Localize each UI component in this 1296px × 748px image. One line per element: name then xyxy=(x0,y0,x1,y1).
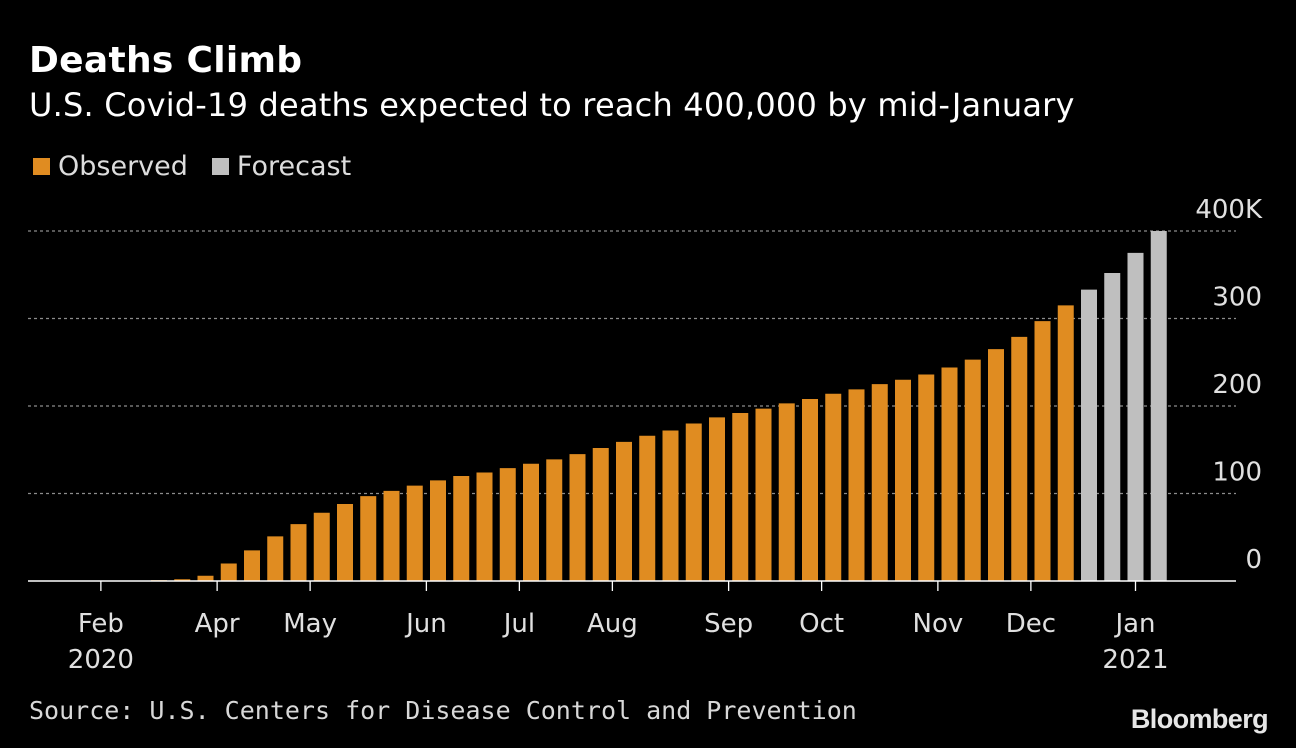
forecast-swatch xyxy=(211,158,229,175)
chart-subtitle: U.S. Covid-19 deaths expected to reach 4… xyxy=(29,86,1075,124)
observed-bar xyxy=(1057,305,1074,581)
legend-item-observed: Observed xyxy=(33,151,188,182)
forecast-bar xyxy=(1081,289,1097,581)
observed-bar xyxy=(313,512,330,581)
observed-bar xyxy=(685,423,702,581)
observed-bar xyxy=(709,417,725,581)
x-tick-label: Sep xyxy=(704,609,753,639)
observed-bar xyxy=(778,403,795,581)
observed-bar xyxy=(895,379,911,581)
observed-bar xyxy=(523,463,539,581)
y-tick-label: 400K xyxy=(1195,195,1263,225)
observed-bar xyxy=(871,384,888,581)
observed-bar xyxy=(360,496,377,581)
observed-bar xyxy=(406,485,423,581)
y-tick-label: 200 xyxy=(1212,370,1262,400)
legend: Observed Forecast xyxy=(33,151,375,182)
legend-label-forecast: Forecast xyxy=(236,151,352,182)
observed-bar xyxy=(802,399,818,581)
observed-bar xyxy=(1034,321,1051,581)
observed-bar xyxy=(267,536,284,581)
legend-item-forecast: Forecast xyxy=(211,151,352,182)
legend-label-observed: Observed xyxy=(58,151,188,182)
observed-bar xyxy=(1011,336,1028,581)
observed-bar xyxy=(290,524,307,581)
observed-bar xyxy=(244,550,260,581)
x-tick-label: Feb xyxy=(78,609,124,639)
x-tick-label: Jun xyxy=(404,609,447,639)
x-tick-year-label: 2020 xyxy=(68,645,134,675)
x-tick-label: Aug xyxy=(587,609,638,639)
x-tick-label: Apr xyxy=(195,609,240,639)
observed-bar xyxy=(453,476,470,581)
observed-bar xyxy=(988,349,1004,581)
chart-title: Deaths Climb xyxy=(29,40,303,81)
x-tick-label: Nov xyxy=(913,609,964,639)
source-note: Source: U.S. Centers for Disease Control… xyxy=(29,696,857,725)
observed-bar xyxy=(499,468,516,581)
observed-bar xyxy=(383,490,400,581)
y-tick-label: 0 xyxy=(1245,545,1262,575)
observed-bar xyxy=(220,563,237,581)
x-tick-label: Dec xyxy=(1006,609,1056,639)
observed-bar xyxy=(476,472,493,581)
observed-bar xyxy=(918,374,935,581)
observed-bar xyxy=(430,480,446,581)
observed-bar xyxy=(755,408,772,581)
forecast-bar xyxy=(1150,231,1167,581)
observed-bar xyxy=(546,459,563,581)
observed-bar xyxy=(732,413,749,581)
observed-bar xyxy=(964,359,981,581)
observed-bar xyxy=(662,430,679,581)
observed-bar xyxy=(592,448,609,581)
y-tick-label: 100 xyxy=(1212,458,1262,488)
observed-bar xyxy=(941,367,958,581)
forecast-bar xyxy=(1127,252,1144,581)
x-tick-label: May xyxy=(283,609,337,639)
observed-bar xyxy=(825,393,842,581)
observed-bar xyxy=(337,504,353,581)
observed-swatch xyxy=(33,158,50,175)
x-tick-label: Oct xyxy=(799,609,844,639)
x-tick-year-label: 2021 xyxy=(1102,645,1168,675)
forecast-bar xyxy=(1104,273,1121,581)
observed-bar xyxy=(848,389,865,581)
observed-bar xyxy=(569,454,586,581)
observed-bar xyxy=(616,441,632,581)
x-tick-label: Jul xyxy=(502,609,535,639)
observed-bar xyxy=(639,435,656,581)
y-tick-label: 300 xyxy=(1212,283,1262,313)
observed-bar xyxy=(197,575,214,581)
bloomberg-logo: Bloomberg xyxy=(1130,704,1269,734)
x-tick-label: Jan xyxy=(1113,609,1155,639)
observed-bar xyxy=(174,579,191,581)
